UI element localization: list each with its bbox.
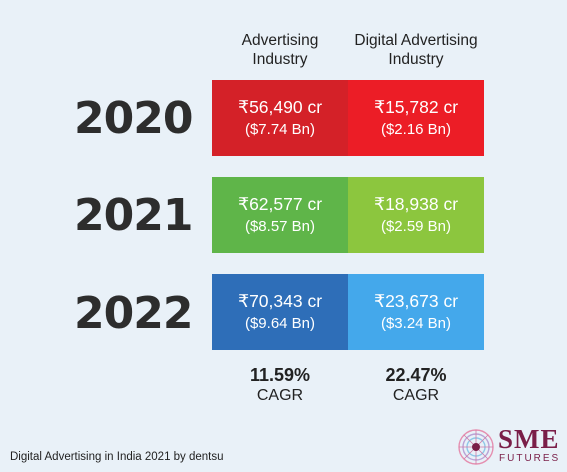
year-label-2020: 2020 xyxy=(74,93,193,144)
cell-2020-digital: ₹15,782 cr ($2.16 Bn) xyxy=(348,80,484,156)
inr-value: ₹18,938 cr xyxy=(373,194,459,214)
usd-value: ($8.57 Bn) xyxy=(244,218,316,235)
cell-2022-advertising: ₹70,343 cr ($9.64 Bn) xyxy=(212,274,348,350)
column-header-advertising: Advertising Industry xyxy=(212,31,348,69)
cagr-label: CAGR xyxy=(392,387,440,404)
sme-futures-logo: SME FUTURES xyxy=(456,425,564,469)
usd-value: ($2.59 Bn) xyxy=(380,218,452,235)
year-label-2022: 2022 xyxy=(74,288,193,339)
cagr-digital: 22.47% CAGR xyxy=(348,364,484,406)
column-header-line: Digital Advertising xyxy=(354,32,478,49)
inr-value: ₹70,343 cr xyxy=(237,291,323,311)
inr-value: ₹23,673 cr xyxy=(373,291,459,311)
cagr-value: 11.59% xyxy=(249,365,311,385)
usd-value: ($2.16 Bn) xyxy=(380,121,452,138)
inr-value: ₹56,490 cr xyxy=(237,97,323,117)
source-caption: Digital Advertising in India 2021 by den… xyxy=(10,451,224,463)
sme-futures-logo-icon xyxy=(458,429,494,465)
usd-value: ($9.64 Bn) xyxy=(244,315,316,332)
inr-value: ₹62,577 cr xyxy=(237,194,323,214)
column-header-line: Industry xyxy=(252,51,308,68)
column-header-digital-advertising: Digital Advertising Industry xyxy=(348,31,484,69)
cell-2020-advertising: ₹56,490 cr ($7.74 Bn) xyxy=(212,80,348,156)
inr-value: ₹15,782 cr xyxy=(373,97,459,117)
cagr-label: CAGR xyxy=(256,387,304,404)
cagr-value: 22.47% xyxy=(385,365,447,385)
usd-value: ($7.74 Bn) xyxy=(244,121,316,138)
logo-wordmark: SME xyxy=(498,424,560,454)
column-header-line: Industry xyxy=(388,51,444,68)
column-header-line: Advertising xyxy=(241,32,319,49)
logo-subtitle: FUTURES xyxy=(499,453,561,464)
cell-2022-digital: ₹23,673 cr ($3.24 Bn) xyxy=(348,274,484,350)
year-label-2021: 2021 xyxy=(74,190,193,241)
usd-value: ($3.24 Bn) xyxy=(380,315,452,332)
cell-2021-digital: ₹18,938 cr ($2.59 Bn) xyxy=(348,177,484,253)
cell-2021-advertising: ₹62,577 cr ($8.57 Bn) xyxy=(212,177,348,253)
cagr-advertising: 11.59% CAGR xyxy=(212,364,348,406)
